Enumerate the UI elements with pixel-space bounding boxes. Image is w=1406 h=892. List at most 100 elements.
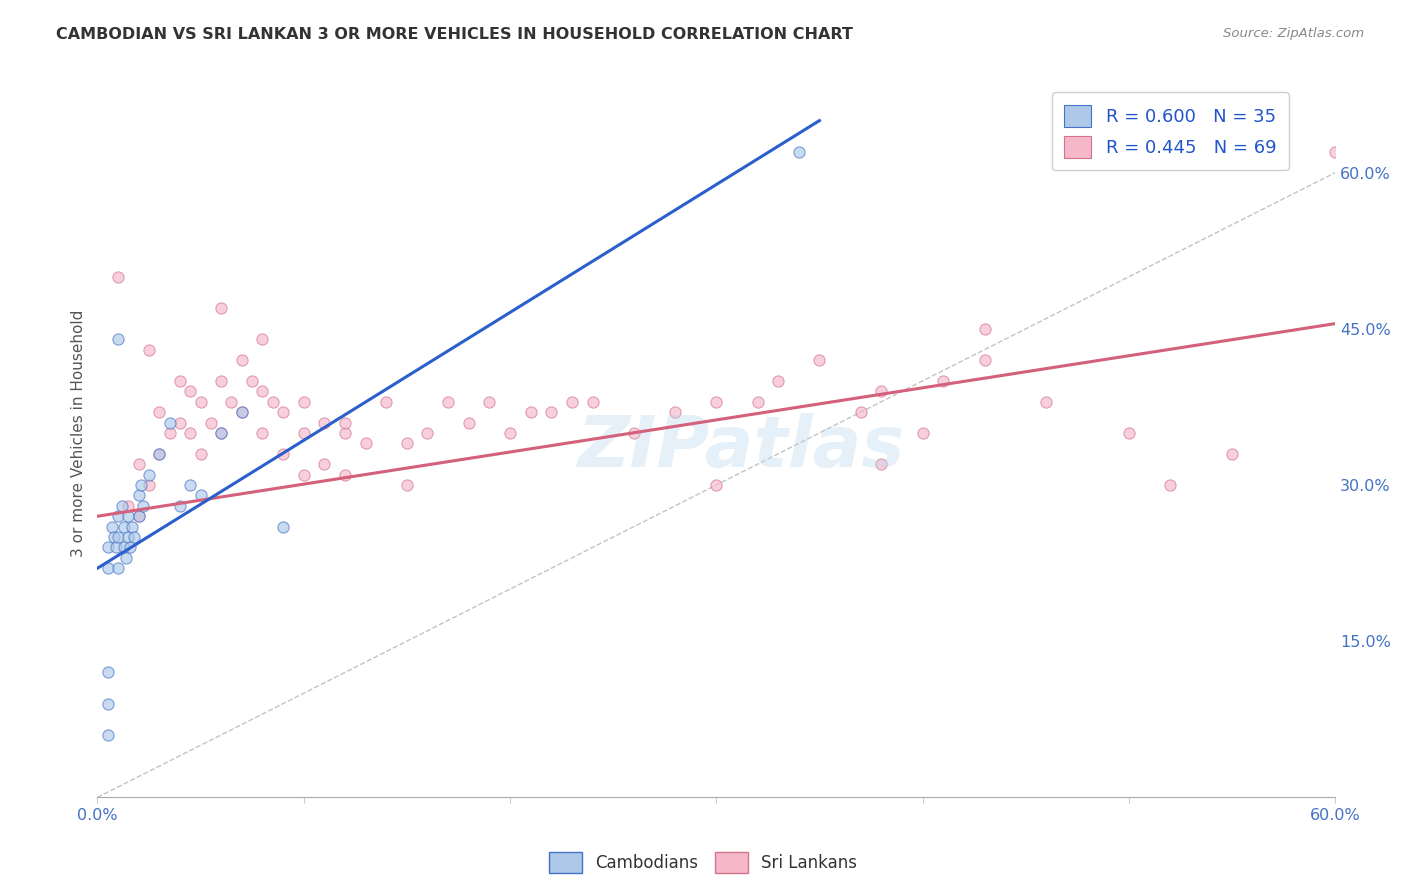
Point bbox=[252, 425, 274, 440]
Point bbox=[457, 416, 479, 430]
Point bbox=[148, 447, 170, 461]
Point bbox=[209, 301, 232, 315]
Point bbox=[148, 405, 170, 419]
Point bbox=[561, 394, 583, 409]
Point bbox=[747, 394, 769, 409]
Point bbox=[911, 425, 934, 440]
Point bbox=[209, 374, 232, 388]
Point bbox=[932, 374, 955, 388]
Point bbox=[221, 394, 243, 409]
Point bbox=[1324, 145, 1347, 159]
Point bbox=[271, 405, 294, 419]
Point bbox=[115, 550, 138, 565]
Text: ZIPatlas: ZIPatlas bbox=[578, 413, 904, 482]
Point bbox=[97, 697, 120, 711]
Point bbox=[623, 425, 645, 440]
Point bbox=[1118, 425, 1140, 440]
Point bbox=[101, 519, 124, 533]
Point bbox=[704, 394, 727, 409]
Point bbox=[849, 405, 872, 419]
Point bbox=[179, 425, 201, 440]
Point bbox=[292, 394, 315, 409]
Point bbox=[103, 530, 125, 544]
Point bbox=[107, 530, 129, 544]
Point bbox=[120, 541, 142, 555]
Point bbox=[169, 416, 191, 430]
Point bbox=[973, 353, 995, 368]
Point bbox=[128, 457, 150, 471]
Point bbox=[252, 332, 274, 346]
Point bbox=[111, 499, 134, 513]
Point bbox=[375, 394, 398, 409]
Point bbox=[478, 394, 501, 409]
Point bbox=[132, 499, 155, 513]
Point bbox=[179, 478, 201, 492]
Point bbox=[292, 425, 315, 440]
Point bbox=[97, 541, 120, 555]
Point bbox=[262, 394, 284, 409]
Point bbox=[159, 416, 181, 430]
Point bbox=[128, 509, 150, 524]
Point bbox=[314, 457, 336, 471]
Point bbox=[97, 561, 120, 575]
Point bbox=[1035, 394, 1057, 409]
Point bbox=[138, 343, 160, 357]
Point bbox=[209, 425, 232, 440]
Point bbox=[169, 374, 191, 388]
Point bbox=[704, 478, 727, 492]
Point bbox=[395, 478, 418, 492]
Point bbox=[107, 332, 129, 346]
Text: Source: ZipAtlas.com: Source: ZipAtlas.com bbox=[1223, 27, 1364, 40]
Point bbox=[138, 467, 160, 482]
Point bbox=[766, 374, 789, 388]
Point bbox=[128, 509, 150, 524]
Point bbox=[231, 405, 253, 419]
Point bbox=[107, 269, 129, 284]
Point bbox=[870, 384, 893, 399]
Point bbox=[581, 394, 603, 409]
Point bbox=[540, 405, 562, 419]
Point bbox=[333, 467, 356, 482]
Point bbox=[519, 405, 541, 419]
Point bbox=[1159, 478, 1181, 492]
Point bbox=[787, 145, 810, 159]
Point bbox=[148, 447, 170, 461]
Point bbox=[129, 478, 152, 492]
Point bbox=[499, 425, 522, 440]
Point bbox=[333, 416, 356, 430]
Point bbox=[209, 425, 232, 440]
Point bbox=[231, 405, 253, 419]
Point bbox=[190, 394, 212, 409]
Point bbox=[292, 467, 315, 482]
Point bbox=[416, 425, 439, 440]
Point bbox=[240, 374, 263, 388]
Point bbox=[314, 416, 336, 430]
Point bbox=[97, 728, 120, 742]
Point bbox=[1220, 447, 1243, 461]
Point bbox=[271, 519, 294, 533]
Point bbox=[395, 436, 418, 450]
Y-axis label: 3 or more Vehicles in Household: 3 or more Vehicles in Household bbox=[72, 310, 86, 557]
Point bbox=[128, 488, 150, 502]
Point bbox=[271, 447, 294, 461]
Point bbox=[104, 541, 127, 555]
Point bbox=[121, 519, 143, 533]
Point bbox=[870, 457, 893, 471]
Point bbox=[138, 478, 160, 492]
Point bbox=[169, 499, 191, 513]
Point bbox=[179, 384, 201, 399]
Point bbox=[664, 405, 686, 419]
Point bbox=[190, 488, 212, 502]
Point bbox=[333, 425, 356, 440]
Legend: Cambodians, Sri Lankans: Cambodians, Sri Lankans bbox=[541, 846, 865, 880]
Point bbox=[808, 353, 831, 368]
Point bbox=[97, 665, 120, 680]
Point bbox=[112, 519, 135, 533]
Legend: R = 0.600   N = 35, R = 0.445   N = 69: R = 0.600 N = 35, R = 0.445 N = 69 bbox=[1052, 92, 1289, 170]
Point bbox=[112, 541, 135, 555]
Point bbox=[117, 509, 139, 524]
Point bbox=[252, 384, 274, 399]
Point bbox=[117, 530, 139, 544]
Point bbox=[117, 499, 139, 513]
Point bbox=[973, 322, 995, 336]
